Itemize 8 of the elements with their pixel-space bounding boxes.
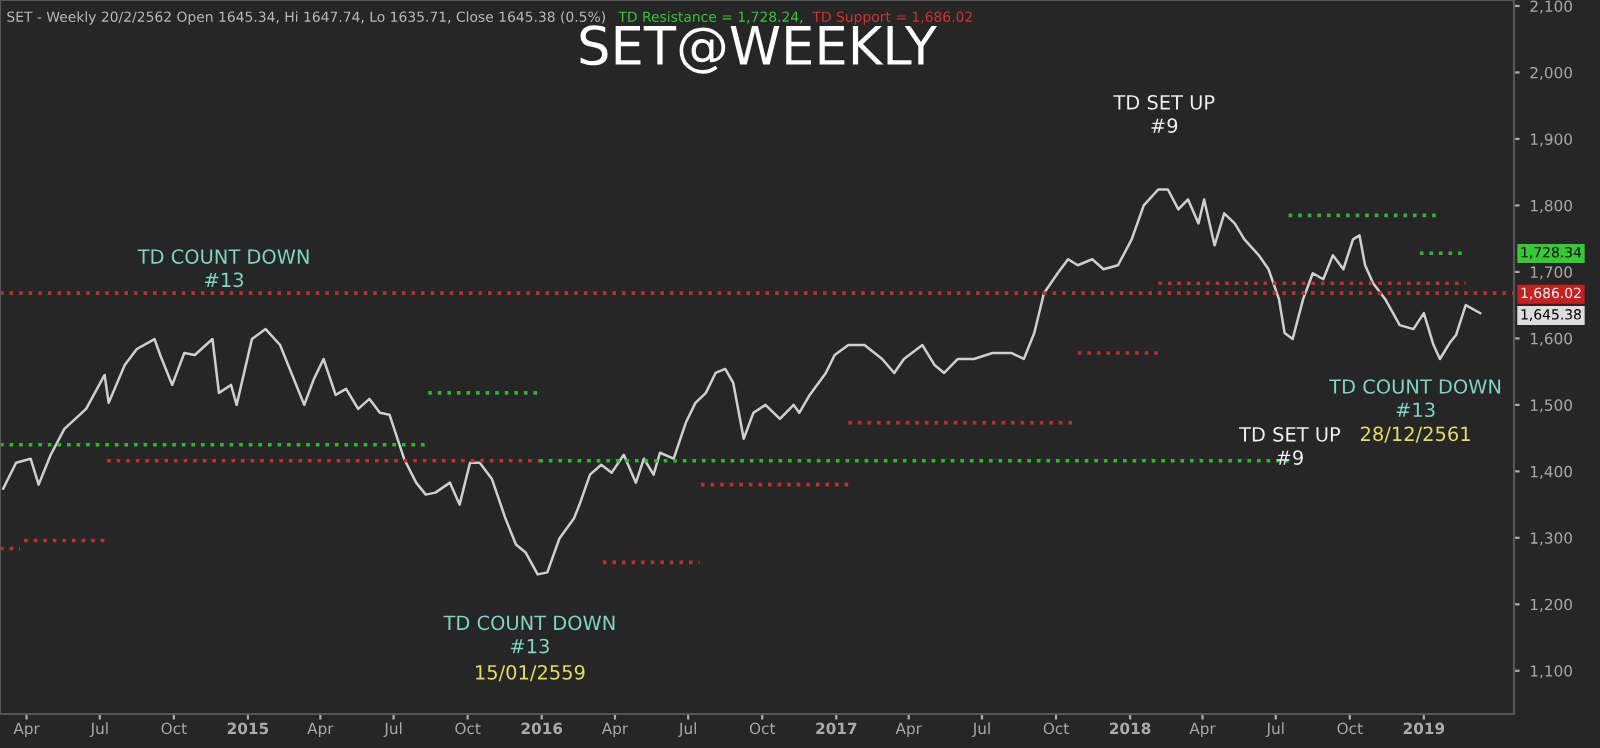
annotation: TD SET UP #9	[1113, 94, 1215, 133]
annotation: TD COUNT DOWN #13	[443, 615, 615, 654]
annotation: TD COUNT DOWN #13	[137, 249, 309, 288]
annotation: 15/01/2559	[476, 664, 585, 682]
annotation: TD COUNT DOWN #13	[1329, 379, 1501, 418]
chart-title: SET@WEEKLY	[580, 25, 938, 74]
annotation: 28/12/2561	[1360, 426, 1470, 443]
annotation: TD SET UP #9	[1239, 426, 1341, 465]
